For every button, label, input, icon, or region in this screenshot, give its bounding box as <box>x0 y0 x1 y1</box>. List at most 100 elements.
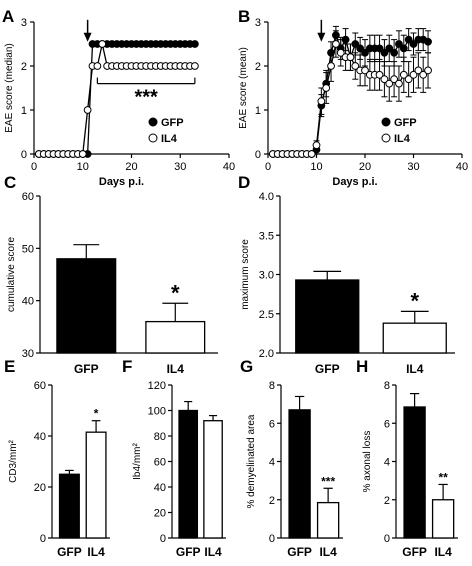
panel-b-point-gfp <box>399 44 408 53</box>
panel-a-legend-label-il4: IL4 <box>161 133 178 145</box>
panel-b-point-gfp <box>390 48 399 57</box>
panel-e-ytick-label: 40 <box>34 431 46 443</box>
panel-label-f: F <box>122 357 132 376</box>
panel-e-significance: * <box>94 407 99 421</box>
panel-f-y-axis-label: Ib4/mm² <box>132 442 143 479</box>
panel-b-ytick-label: 3 <box>255 17 261 29</box>
panel-e-ytick-label: 20 <box>34 482 46 494</box>
panel-f-ytick-label: 100 <box>148 406 166 418</box>
panel-b-point-gfp <box>375 44 384 53</box>
panel-e-y-axis-label: CD3/mm² <box>8 439 19 482</box>
panel-g-category-label: GFP <box>287 545 312 559</box>
panel-d-bar-il4 <box>382 322 447 354</box>
panel-b-point-il4 <box>351 62 360 70</box>
panel-b-point-il4 <box>346 53 355 62</box>
panel-b-point-il4 <box>399 70 408 79</box>
panel-g-y-axis-label: % demyelinated area <box>246 414 257 508</box>
panel-b-point-il4 <box>395 79 403 88</box>
panel-f-ytick-label: 20 <box>154 508 166 520</box>
panel-e-category-label: IL4 <box>87 545 105 559</box>
panel-a-ytick-label: 3 <box>21 17 27 29</box>
panel-b-point-gfp <box>385 44 394 53</box>
panel-f-ytick-label: 0 <box>160 533 166 545</box>
panel-a-point-il4 <box>78 150 87 158</box>
panel-e-ytick-label: 60 <box>34 380 46 392</box>
panel-g-ytick-label: 8 <box>269 380 275 392</box>
panel-c-category-label: GFP <box>74 362 99 376</box>
panel-d-significance: * <box>410 288 419 313</box>
panel-c-ytick-label: 60 <box>22 191 34 203</box>
panel-b-point-il4 <box>385 79 394 88</box>
panel-b-point-il4 <box>307 150 316 158</box>
panel-label-g: G <box>240 357 253 376</box>
panel-c-ytick-label: 30 <box>22 348 34 360</box>
panel-b-arrow-head <box>317 32 326 42</box>
panel-label-h: H <box>356 357 368 376</box>
panel-h-ytick-label: 4 <box>384 457 390 469</box>
panel-b-point-gfp <box>356 44 365 53</box>
panel-c-ytick-label: 40 <box>22 296 34 308</box>
panel-g-ytick-label: 0 <box>269 533 275 545</box>
panel-h-category-label: IL4 <box>434 545 452 559</box>
panel-b-point-il4 <box>375 70 384 79</box>
panel-b-point-il4 <box>419 70 428 79</box>
panel-label-d: D <box>238 173 250 192</box>
panel-f-ytick-label: 40 <box>154 482 166 494</box>
panel-b-legend-label-il4: IL4 <box>394 133 411 145</box>
panel-b-point-il4 <box>424 66 432 75</box>
panel-label-c: C <box>4 173 16 192</box>
panel-b-point-il4 <box>390 75 399 84</box>
panel-a-significance: *** <box>134 87 158 109</box>
panel-b-ytick-label: 2 <box>255 61 261 73</box>
panel-g-bar-gfp <box>288 409 311 539</box>
panel-d-bar-gfp <box>295 279 360 354</box>
panel-g-ytick-label: 2 <box>269 495 275 507</box>
panel-b-point-il4 <box>312 141 321 150</box>
panel-a-point-il4 <box>93 62 102 70</box>
panel-a-point-il4 <box>98 40 107 48</box>
panel-b-ytick-label: 0 <box>255 149 261 161</box>
panel-b-point-il4 <box>317 97 326 106</box>
panel-b-point-gfp <box>341 35 350 44</box>
panel-b-xtick-label: 10 <box>310 161 322 173</box>
panel-d-y-axis-label: maximum score <box>240 239 251 310</box>
panel-b-point-il4 <box>361 66 369 75</box>
panel-a-x-axis-label: Days p.i. <box>99 176 144 188</box>
panel-a-point-il4 <box>190 62 199 70</box>
panel-g-ytick-label: 6 <box>269 418 275 430</box>
panel-d-category-label: IL4 <box>406 362 424 376</box>
panel-g-ytick-label: 4 <box>269 457 275 469</box>
panel-a-ytick-label: 2 <box>21 61 27 73</box>
panel-f-bar-gfp <box>178 409 199 539</box>
panel-f-ytick-label: 80 <box>154 431 166 443</box>
panel-h-significance: ** <box>438 470 448 484</box>
panel-h-ytick-label: 6 <box>384 418 390 430</box>
panel-b-point-gfp <box>327 48 335 57</box>
panel-b-point-il4 <box>404 75 413 84</box>
panel-f-ytick-label: 60 <box>154 457 166 469</box>
panel-b-point-gfp <box>351 40 360 48</box>
panel-f-category-label: GFP <box>176 545 201 559</box>
panel-a-xtick-label: 20 <box>125 161 137 173</box>
panel-a-xtick-label: 30 <box>174 161 186 173</box>
panel-label-e: E <box>4 357 15 376</box>
panel-a-xtick-label: 40 <box>223 161 235 173</box>
panel-g-category-label: IL4 <box>319 545 337 559</box>
panel-c-significance: * <box>171 280 180 305</box>
panel-h-ytick-label: 2 <box>384 495 390 507</box>
panel-e-bar-gfp <box>58 473 80 539</box>
panel-b-point-gfp <box>332 31 340 40</box>
panel-c-y-axis-label: cumulative score <box>6 237 17 312</box>
panel-e-category-label: GFP <box>57 545 82 559</box>
panel-c-bar-il4 <box>145 320 206 354</box>
panel-a-arrow-head <box>83 32 92 42</box>
panel-h-ytick-label: 0 <box>384 533 390 545</box>
panel-e-bar-il4 <box>85 431 107 539</box>
panel-b-point-il4 <box>336 48 345 57</box>
panel-b-point-gfp <box>395 40 403 48</box>
panel-g-bar-il4 <box>316 501 340 539</box>
panel-b-point-gfp <box>361 48 369 57</box>
panel-b-point-gfp <box>380 48 389 57</box>
panel-b-xtick-label: 0 <box>265 161 271 173</box>
panel-a-ytick-label: 0 <box>21 149 27 161</box>
